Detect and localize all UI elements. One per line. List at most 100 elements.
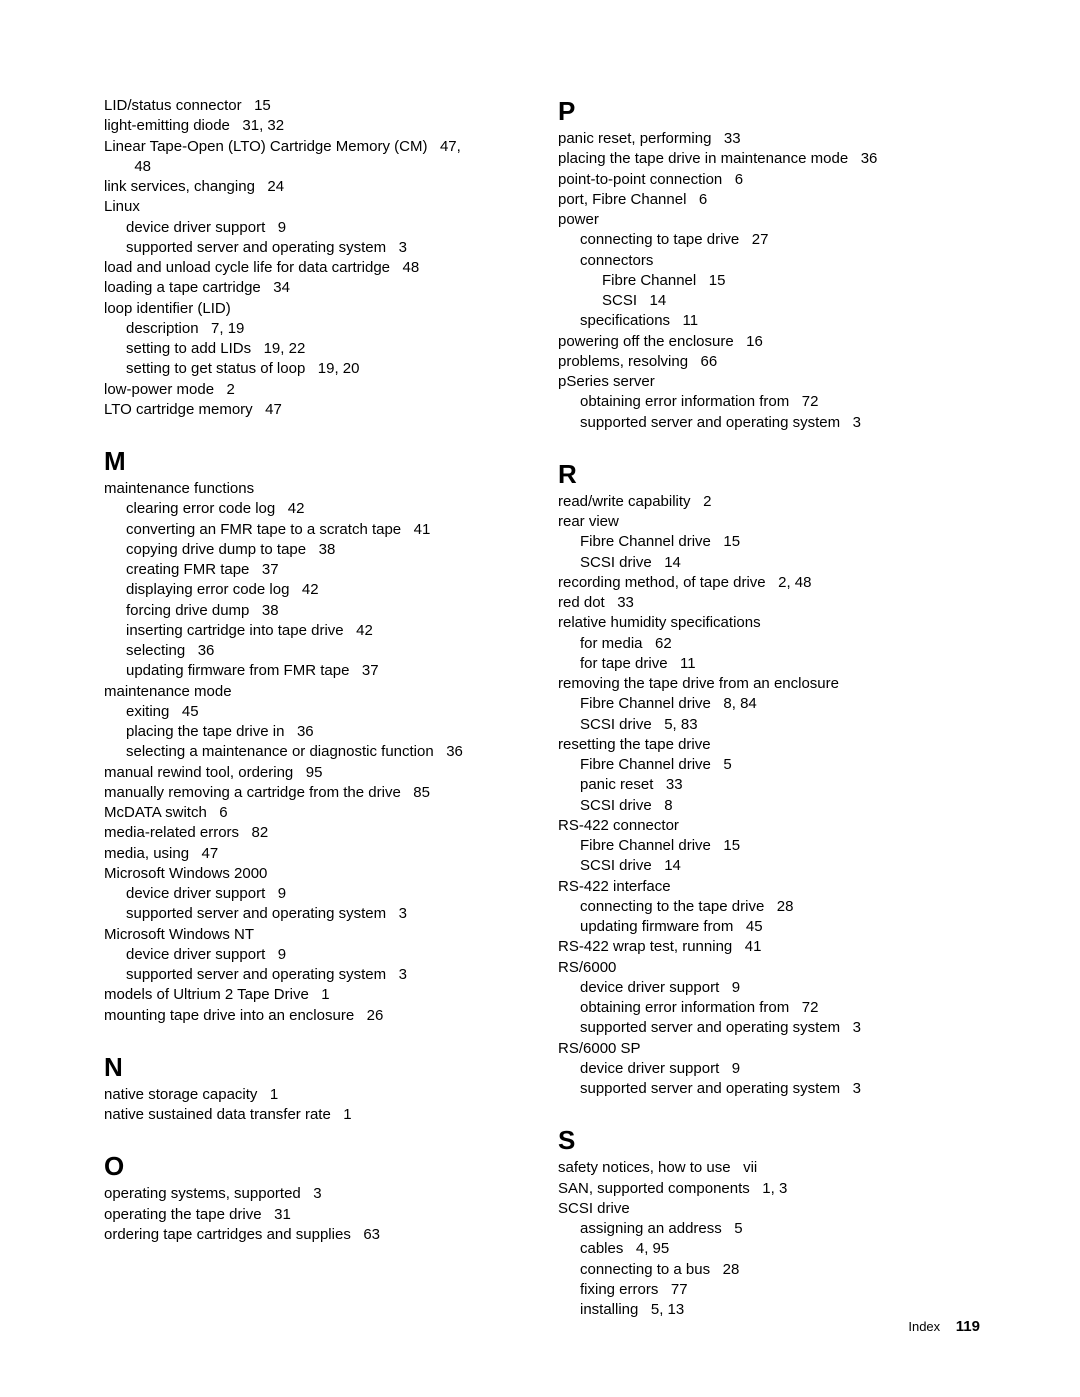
index-entry: resetting the tape drive xyxy=(558,735,980,755)
index-entry: RS/6000 SP xyxy=(558,1039,980,1059)
index-entry: connecting to tape drive 27 xyxy=(558,230,980,250)
footer-label: Index xyxy=(908,1319,940,1334)
index-entry: point-to-point connection 6 xyxy=(558,170,980,190)
index-entry: creating FMR tape 37 xyxy=(104,560,526,580)
index-entry: SCSI drive 14 xyxy=(558,856,980,876)
index-entry: cables 4, 95 xyxy=(558,1239,980,1259)
index-entry: Fibre Channel drive 15 xyxy=(558,836,980,856)
index-entry: Linux xyxy=(104,197,526,217)
index-entry: connectors xyxy=(558,251,980,271)
index-entry: device driver support 9 xyxy=(558,1059,980,1079)
index-entry: RS/6000 xyxy=(558,958,980,978)
index-entry: link services, changing 24 xyxy=(104,177,526,197)
index-entry: Microsoft Windows 2000 xyxy=(104,864,526,884)
index-entry: obtaining error information from 72 xyxy=(558,392,980,412)
index-entry: copying drive dump to tape 38 xyxy=(104,540,526,560)
index-entry: LID/status connector 15 xyxy=(104,96,526,116)
index-entry: RS-422 interface xyxy=(558,877,980,897)
index-entry: device driver support 9 xyxy=(104,945,526,965)
index-entry: forcing drive dump 38 xyxy=(104,601,526,621)
index-entry: RS-422 connector xyxy=(558,816,980,836)
index-entry: converting an FMR tape to a scratch tape… xyxy=(104,520,526,540)
index-entry: supported server and operating system 3 xyxy=(104,904,526,924)
index-letter-heading: M xyxy=(104,446,526,477)
page-footer: Index 119 xyxy=(908,1318,980,1335)
index-entry: native sustained data transfer rate 1 xyxy=(104,1105,526,1125)
index-entry: loading a tape cartridge 34 xyxy=(104,278,526,298)
index-entry: light-emitting diode 31, 32 xyxy=(104,116,526,136)
index-entry: placing the tape drive in 36 xyxy=(104,722,526,742)
index-entry: SAN, supported components 1, 3 xyxy=(558,1179,980,1199)
index-entry: mounting tape drive into an enclosure 26 xyxy=(104,1006,526,1026)
index-entry: setting to add LIDs 19, 22 xyxy=(104,339,526,359)
index-entry: supported server and operating system 3 xyxy=(558,1079,980,1099)
index-entry: connecting to the tape drive 28 xyxy=(558,897,980,917)
index-entry: rear view xyxy=(558,512,980,532)
index-entry: loop identifier (LID) xyxy=(104,299,526,319)
index-column-right: Ppanic reset, performing 33placing the t… xyxy=(558,96,980,1320)
index-entry: device driver support 9 xyxy=(558,978,980,998)
index-entry: manually removing a cartridge from the d… xyxy=(104,783,526,803)
index-entry: power xyxy=(558,210,980,230)
index-entry: operating systems, supported 3 xyxy=(104,1184,526,1204)
index-entry: powering off the enclosure 16 xyxy=(558,332,980,352)
index-entry: 48 xyxy=(104,157,526,177)
index-entry: McDATA switch 6 xyxy=(104,803,526,823)
index-entry: Fibre Channel drive 15 xyxy=(558,532,980,552)
index-entry: maintenance mode xyxy=(104,682,526,702)
index-entry: panic reset 33 xyxy=(558,775,980,795)
index-entry: connecting to a bus 28 xyxy=(558,1260,980,1280)
index-entry: device driver support 9 xyxy=(104,218,526,238)
index-entry: SCSI drive xyxy=(558,1199,980,1219)
index-letter-heading: N xyxy=(104,1052,526,1083)
index-entry: Fibre Channel 15 xyxy=(558,271,980,291)
index-entry: supported server and operating system 3 xyxy=(558,1018,980,1038)
index-entry: Linear Tape-Open (LTO) Cartridge Memory … xyxy=(104,137,526,157)
index-entry: read/write capability 2 xyxy=(558,492,980,512)
index-entry: manual rewind tool, ordering 95 xyxy=(104,763,526,783)
index-entry: inserting cartridge into tape drive 42 xyxy=(104,621,526,641)
index-entry: for tape drive 11 xyxy=(558,654,980,674)
index-entry: supported server and operating system 3 xyxy=(104,965,526,985)
index-entry: setting to get status of loop 19, 20 xyxy=(104,359,526,379)
index-entry: models of Ultrium 2 Tape Drive 1 xyxy=(104,985,526,1005)
index-entry: removing the tape drive from an enclosur… xyxy=(558,674,980,694)
index-entry: placing the tape drive in maintenance mo… xyxy=(558,149,980,169)
index-entry: maintenance functions xyxy=(104,479,526,499)
index-entry: for media 62 xyxy=(558,634,980,654)
index-entry: displaying error code log 42 xyxy=(104,580,526,600)
index-entry: device driver support 9 xyxy=(104,884,526,904)
index-entry: RS-422 wrap test, running 41 xyxy=(558,937,980,957)
index-entry: obtaining error information from 72 xyxy=(558,998,980,1018)
index-entry: port, Fibre Channel 6 xyxy=(558,190,980,210)
index-entry: recording method, of tape drive 2, 48 xyxy=(558,573,980,593)
index-entry: description 7, 19 xyxy=(104,319,526,339)
index-entry: operating the tape drive 31 xyxy=(104,1205,526,1225)
index-entry: Microsoft Windows NT xyxy=(104,925,526,945)
index-entry: supported server and operating system 3 xyxy=(558,413,980,433)
index-entry: relative humidity specifications xyxy=(558,613,980,633)
index-letter-heading: O xyxy=(104,1151,526,1182)
index-entry: native storage capacity 1 xyxy=(104,1085,526,1105)
index-entry: media-related errors 82 xyxy=(104,823,526,843)
index-entry: updating firmware from FMR tape 37 xyxy=(104,661,526,681)
index-entry: assigning an address 5 xyxy=(558,1219,980,1239)
index-entry: clearing error code log 42 xyxy=(104,499,526,519)
index-column-left: LID/status connector 15light-emitting di… xyxy=(104,96,526,1320)
index-entry: specifications 11 xyxy=(558,311,980,331)
index-entry: low-power mode 2 xyxy=(104,380,526,400)
index-entry: selecting a maintenance or diagnostic fu… xyxy=(104,742,526,762)
index-entry: pSeries server xyxy=(558,372,980,392)
index-letter-heading: R xyxy=(558,459,980,490)
index-entry: updating firmware from 45 xyxy=(558,917,980,937)
index-entry: panic reset, performing 33 xyxy=(558,129,980,149)
index-entry: SCSI drive 5, 83 xyxy=(558,715,980,735)
index-entry: SCSI drive 14 xyxy=(558,553,980,573)
index-page: LID/status connector 15light-emitting di… xyxy=(0,0,1080,1360)
index-entry: SCSI 14 xyxy=(558,291,980,311)
index-entry: SCSI drive 8 xyxy=(558,796,980,816)
footer-page-number: 119 xyxy=(956,1318,980,1335)
index-entry: Fibre Channel drive 8, 84 xyxy=(558,694,980,714)
index-entry: fixing errors 77 xyxy=(558,1280,980,1300)
index-entry: ordering tape cartridges and supplies 63 xyxy=(104,1225,526,1245)
